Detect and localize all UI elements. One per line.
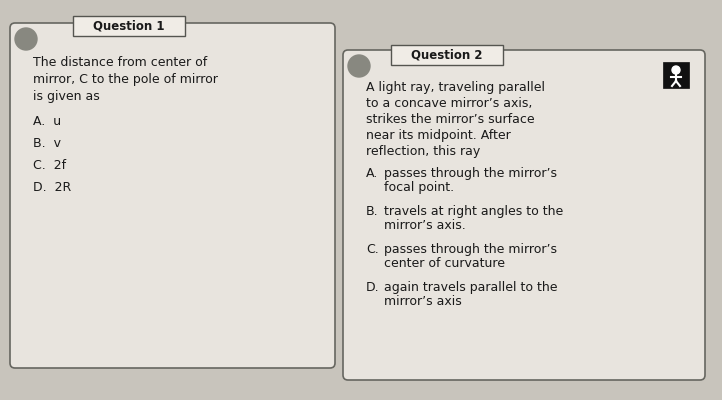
Circle shape [672, 66, 680, 74]
Text: is given as: is given as [33, 90, 100, 103]
Text: again travels parallel to the: again travels parallel to the [384, 281, 557, 294]
Text: travels at right angles to the: travels at right angles to the [384, 205, 563, 218]
Text: near its midpoint. After: near its midpoint. After [366, 129, 510, 142]
Text: passes through the mirror’s: passes through the mirror’s [384, 167, 557, 180]
Circle shape [348, 55, 370, 77]
Text: D.  2R: D. 2R [33, 181, 71, 194]
Text: reflection, this ray: reflection, this ray [366, 145, 480, 158]
Text: to a concave mirror’s axis,: to a concave mirror’s axis, [366, 97, 532, 110]
Text: A light ray, traveling parallel: A light ray, traveling parallel [366, 81, 545, 94]
Text: mirror’s axis.: mirror’s axis. [384, 219, 466, 232]
Text: A.: A. [366, 167, 378, 180]
FancyBboxPatch shape [10, 23, 335, 368]
Text: A.  u: A. u [33, 115, 61, 128]
Text: mirror, C to the pole of mirror: mirror, C to the pole of mirror [33, 73, 218, 86]
FancyBboxPatch shape [73, 16, 185, 36]
Text: B.: B. [366, 205, 378, 218]
Text: The distance from center of: The distance from center of [33, 56, 207, 69]
Text: Question 2: Question 2 [412, 48, 483, 62]
Text: Question 1: Question 1 [93, 20, 165, 32]
FancyBboxPatch shape [391, 45, 503, 65]
Circle shape [15, 28, 37, 50]
Text: D.: D. [366, 281, 380, 294]
Text: center of curvature: center of curvature [384, 257, 505, 270]
Text: strikes the mirror’s surface: strikes the mirror’s surface [366, 113, 534, 126]
FancyBboxPatch shape [663, 62, 689, 88]
Text: passes through the mirror’s: passes through the mirror’s [384, 243, 557, 256]
Text: C.: C. [366, 243, 379, 256]
Text: mirror’s axis: mirror’s axis [384, 295, 462, 308]
Text: B.  v: B. v [33, 137, 61, 150]
Text: focal point.: focal point. [384, 181, 454, 194]
Text: C.  2f: C. 2f [33, 159, 66, 172]
FancyBboxPatch shape [343, 50, 705, 380]
